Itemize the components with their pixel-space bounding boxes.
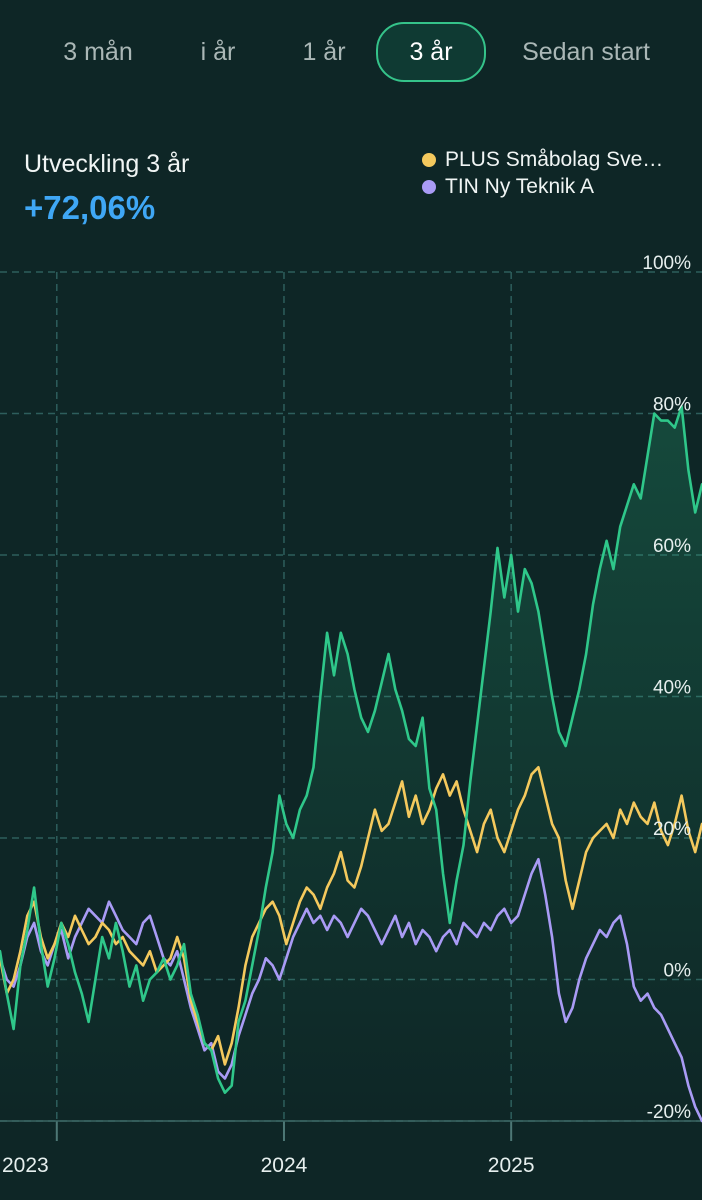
y-tick-label: 100% xyxy=(642,253,691,274)
tab-3-ar[interactable]: 3 år xyxy=(376,22,486,82)
y-tick-label: 60% xyxy=(653,536,691,557)
y-tick-label: 80% xyxy=(653,395,691,416)
main-fund-line xyxy=(0,405,702,1094)
development-value: +72,06% xyxy=(24,189,156,226)
y-tick-label: 40% xyxy=(653,678,691,699)
y-tick-label: 20% xyxy=(653,819,691,840)
legend-label: TIN Ny Teknik A xyxy=(445,174,594,198)
tab-3-man[interactable]: 3 mån xyxy=(63,38,133,66)
tab-i-ar[interactable]: i år xyxy=(200,38,236,66)
x-tick-label: 2025 xyxy=(488,1154,535,1177)
legend-dot-icon xyxy=(422,152,436,167)
tab-sedan-start[interactable]: Sedan start xyxy=(522,38,650,66)
legend-item-tin[interactable]: TIN Ny Teknik A xyxy=(422,173,663,200)
development-label: Utveckling 3 år xyxy=(24,150,190,178)
legend-dot-icon xyxy=(422,179,436,194)
x-tick-label: 2024 xyxy=(261,1154,308,1177)
legend-item-plus[interactable]: PLUS Småbolag Sve… xyxy=(422,146,663,173)
main-series-area xyxy=(0,406,702,1121)
tin-ny-teknik-line xyxy=(0,857,702,1123)
y-tick-label: -20% xyxy=(647,1102,691,1123)
period-tabs: 3 mån i år 1 år 3 år Sedan start xyxy=(0,22,702,84)
y-tick-label: 0% xyxy=(664,961,692,982)
x-tick-label: 2023 xyxy=(2,1154,49,1177)
tab-1-ar[interactable]: 1 år xyxy=(302,38,346,66)
legend-label: PLUS Småbolag Sve… xyxy=(445,147,664,171)
development-summary: Utveckling 3 år +72,06% xyxy=(24,150,189,227)
chart-legend: PLUS Småbolag Sve… TIN Ny Teknik A xyxy=(422,146,663,200)
plus-smabolag-line xyxy=(0,766,702,1066)
